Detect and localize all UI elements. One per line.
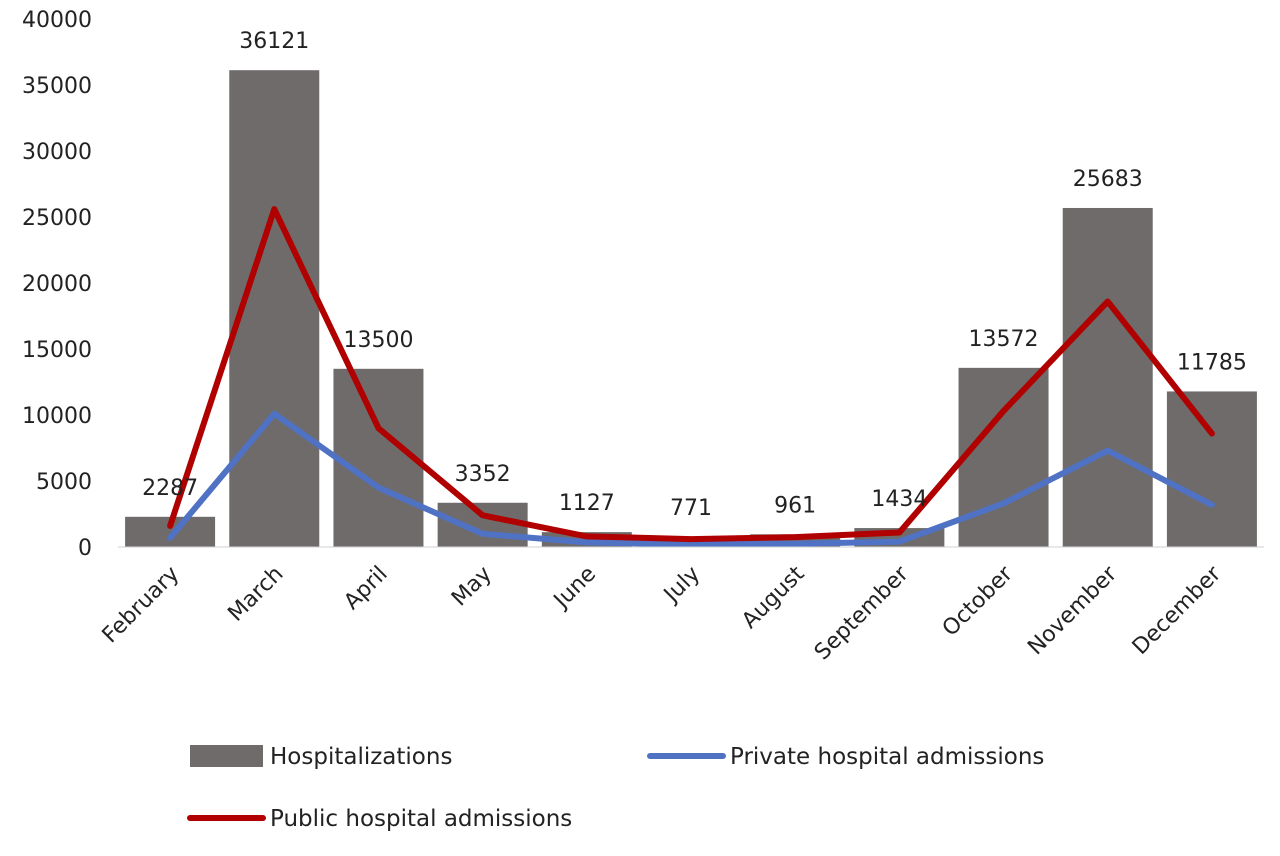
data-label: 13500 [343, 328, 413, 353]
legend: Hospitalizations Private hospital admissi… [187, 744, 1044, 832]
legend-label: Hospitalizations [270, 744, 452, 770]
y-tick-label: 30000 [22, 140, 92, 165]
x-category-label: September [810, 561, 914, 665]
y-tick-label: 0 [78, 536, 92, 561]
legend-label: Public hospital admissions [270, 806, 572, 832]
x-category-label: December [1128, 561, 1227, 660]
line-series [167, 206, 1215, 548]
data-label: 3352 [455, 462, 511, 487]
data-label: 11785 [1177, 350, 1247, 375]
data-label: 36121 [239, 29, 309, 54]
bar-may [437, 502, 528, 547]
y-tick-label: 35000 [22, 74, 92, 99]
legend-swatch-bar [190, 745, 263, 767]
bar-april [333, 368, 424, 547]
legend-label: Private hospital admissions [730, 744, 1044, 770]
y-tick-label: 15000 [22, 338, 92, 363]
bar-october [958, 367, 1049, 547]
bar-november [1062, 207, 1153, 547]
x-category-label: November [1023, 561, 1122, 660]
x-axis: February March April May June July August Septe… [98, 546, 1264, 665]
x-category-label: February [98, 562, 185, 649]
bar-series [125, 70, 1257, 548]
data-label: 2287 [142, 476, 198, 501]
line-private-hospital-admissions [167, 410, 1215, 548]
y-tick-label: 10000 [22, 404, 92, 429]
y-tick-label: 25000 [22, 206, 92, 231]
y-tick-label: 40000 [22, 8, 92, 33]
x-category-label: May [447, 562, 497, 612]
data-labels: 2287 36121 13500 3352 1127 771 961 1434 13572 256… [142, 29, 1247, 521]
data-label: 771 [670, 496, 712, 521]
x-category-label: October [938, 561, 1019, 642]
data-label: 1127 [559, 491, 615, 516]
x-category-label: March [223, 562, 288, 627]
data-label: 961 [774, 493, 816, 518]
y-tick-label: 20000 [22, 272, 92, 297]
y-axis: 0 5000 10000 15000 20000 25000 30000 35000 40000 [22, 8, 92, 561]
data-label: 25683 [1073, 167, 1143, 192]
bar-december [1166, 391, 1257, 547]
x-category-label: April [339, 562, 392, 615]
line-public-hospital-admissions [167, 206, 1215, 543]
x-category-label: August [737, 561, 809, 633]
x-category-label: June [548, 562, 601, 615]
x-category-label: July [658, 562, 705, 609]
data-label: 13572 [969, 327, 1039, 352]
y-tick-label: 5000 [36, 470, 92, 495]
data-label: 1434 [871, 487, 927, 512]
